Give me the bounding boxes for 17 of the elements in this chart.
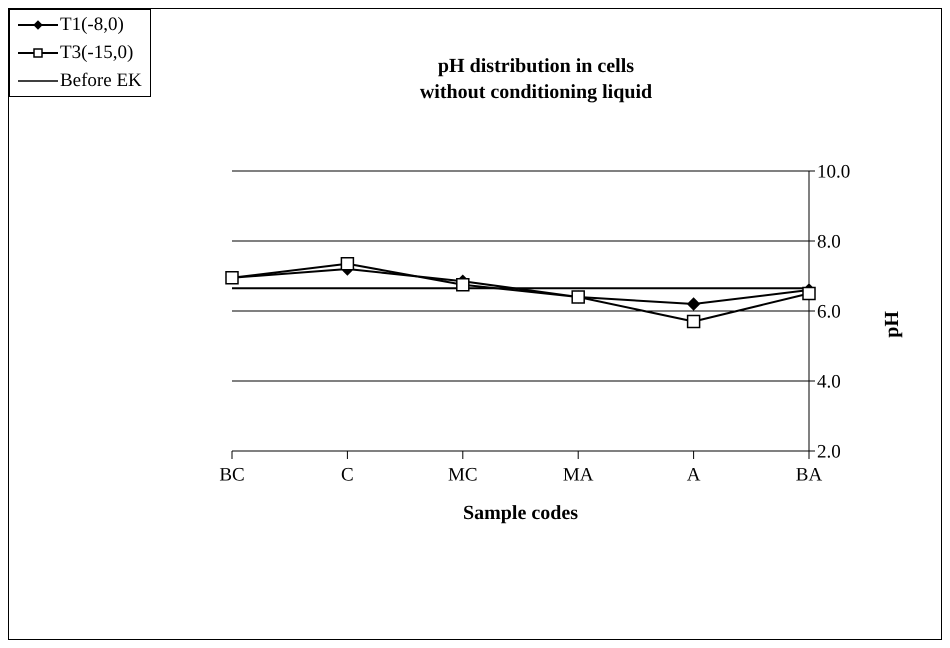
- x-tick-label: C: [341, 464, 354, 486]
- y-tick-label: 6.0: [817, 302, 841, 323]
- x-tick-label: MC: [448, 464, 478, 486]
- y-tick-label: 4.0: [817, 372, 841, 393]
- y-tick-label: 10.0: [817, 162, 850, 183]
- chart-title: pH distribution in cells without conditioning liquid: [418, 54, 654, 105]
- x-axis-title: Sample codes: [463, 502, 578, 524]
- y-tick-label: 8.0: [817, 232, 841, 253]
- x-tick-label: BC: [219, 464, 245, 486]
- y-axis-title: pH: [881, 310, 904, 338]
- x-tick-label: A: [686, 464, 701, 486]
- y-tick-label: 2.0: [817, 442, 841, 463]
- legend-label: Before EK: [60, 70, 142, 92]
- x-tick-label: BA: [796, 464, 822, 486]
- x-tick-label: MA: [562, 464, 594, 486]
- legend-label: T1(-8,0): [60, 14, 124, 36]
- legend-label: T3(-15,0): [60, 42, 134, 64]
